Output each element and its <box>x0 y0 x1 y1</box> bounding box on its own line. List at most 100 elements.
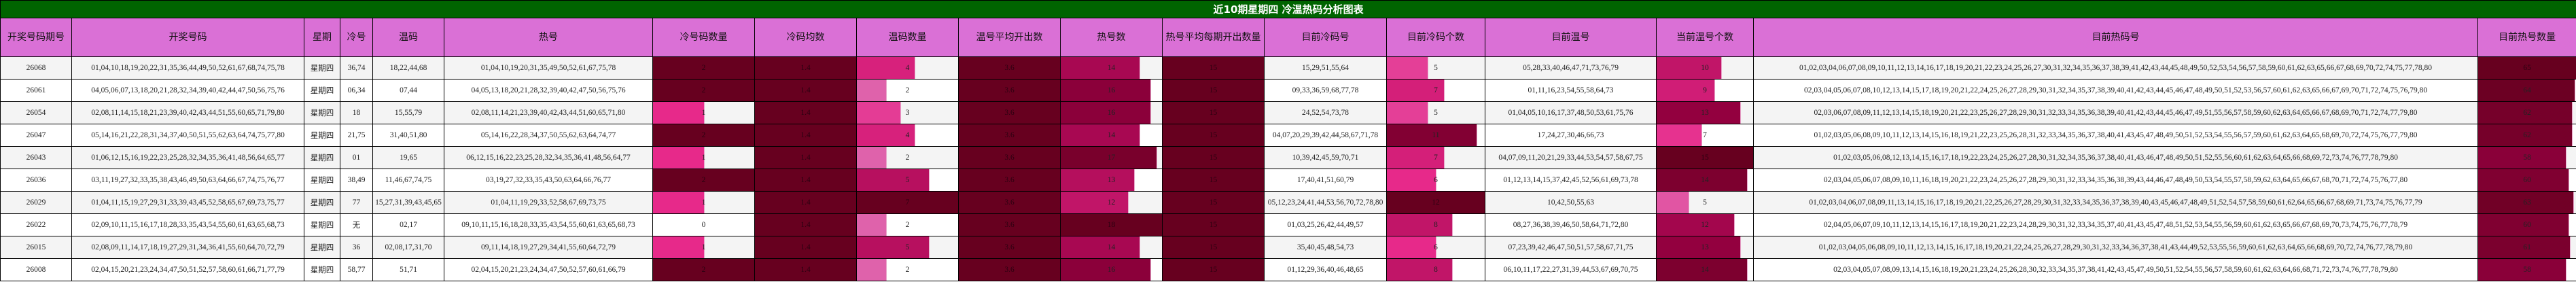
cell-cold: 36,74 <box>340 56 373 80</box>
cell-warm-count: 2 <box>856 79 959 102</box>
bar-value: 8 <box>1434 221 1438 229</box>
cell-cold: 58,77 <box>340 258 373 281</box>
data-bar <box>1657 169 1748 191</box>
cell-cold: 21,75 <box>340 124 373 147</box>
cell-issue: 26047 <box>0 124 72 147</box>
data-bar <box>1387 259 1453 281</box>
bar-value: 6 <box>1434 243 1438 251</box>
header-hot-avg: 热号平均每期开出数量 <box>1162 18 1265 57</box>
cell-cold-avg: 1.4 <box>754 56 857 80</box>
cell-cur-cold: 09,33,36,59,68,77,78 <box>1264 79 1387 102</box>
data-bar <box>857 124 916 146</box>
cell-cur-cold-count: 5 <box>1386 56 1485 80</box>
bar-value: 18 <box>1107 221 1116 229</box>
cell-cur-cold: 05,12,23,24,41,44,53,56,70,72,78,80 <box>1264 191 1387 214</box>
data-bar <box>653 147 705 169</box>
bar-value: 5 <box>905 243 910 251</box>
header-warm-avg: 温号平均开出数 <box>958 18 1061 57</box>
cell-hot: 02,08,11,14,21,23,39,40,42,43,44,51,60,6… <box>444 101 653 124</box>
data-bar <box>857 147 887 169</box>
header-numbers: 开奖号码 <box>71 18 304 57</box>
bar-value: 1 <box>701 109 706 117</box>
bar-value: 2 <box>701 266 706 274</box>
table-row: 26022 02,09,10,11,15,16,17,18,28,33,35,43… <box>0 213 2576 236</box>
data-bar <box>857 236 930 258</box>
cell-hot: 09,11,14,18,19,27,29,34,41,55,60,64,72,7… <box>444 236 653 259</box>
cell-cur-warm: 05,28,33,40,46,47,71,73,76,79 <box>1485 56 1657 80</box>
header-current-cold-count: 目前冷码个数 <box>1386 18 1485 57</box>
cell-cold-count: 2 <box>652 258 755 281</box>
cell-cur-hot: 02,03,04,05,07,08,09,13,14,15,16,18,19,2… <box>1753 258 2478 281</box>
data-bar <box>1061 169 1135 191</box>
cell-warm-count: 5 <box>856 236 959 259</box>
data-bar <box>1657 192 1690 213</box>
header-hot-count: 热号数 <box>1060 18 1163 57</box>
cell-hot: 01,04,11,19,29,33,52,58,67,69,73,75 <box>444 191 653 214</box>
cell-cold: 18 <box>340 101 373 124</box>
cell-warm: 51,71 <box>372 258 444 281</box>
cell-warm-avg: 3.6 <box>958 124 1061 147</box>
bar-value: 13 <box>1107 176 1116 184</box>
bar-value: 5 <box>905 176 910 184</box>
bar-value: 2 <box>905 221 910 229</box>
bar-value: 65 <box>2523 64 2531 72</box>
cell-numbers: 01,04,10,18,19,20,22,31,35,36,44,49,50,5… <box>71 56 304 80</box>
cell-issue: 26015 <box>0 236 72 259</box>
cell-hot: 01,04,10,19,20,31,35,49,50,52,61,67,75,7… <box>444 56 653 80</box>
cell-hot-count: 16 <box>1060 101 1163 124</box>
table-body: 26068 01,04,10,18,19,20,22,31,35,36,44,49… <box>0 56 2576 281</box>
cell-warm-avg: 3.6 <box>958 169 1061 192</box>
cell-numbers: 05,14,16,21,22,28,31,34,37,40,50,51,55,6… <box>71 124 304 147</box>
header-current-hot-count: 目前热号数量 <box>2477 18 2576 57</box>
cell-hot-count: 16 <box>1060 258 1163 281</box>
bar-value: 3 <box>905 109 910 117</box>
cell-weekday: 星期四 <box>304 191 340 214</box>
cell-hot-avg: 15 <box>1162 101 1265 124</box>
cell-cold: 36 <box>340 236 373 259</box>
bar-value: 12 <box>1701 221 1709 229</box>
cell-issue: 26054 <box>0 101 72 124</box>
cell-warm-avg: 3.6 <box>958 146 1061 169</box>
cell-cur-warm: 01,11,16,23,54,55,58,64,73 <box>1485 79 1657 102</box>
bar-value: 16 <box>1107 86 1116 94</box>
cell-warm: 11,46,67,74,75 <box>372 169 444 192</box>
bar-value: 2 <box>905 154 910 162</box>
data-bar <box>2478 147 2566 169</box>
cell-numbers: 03,11,19,27,32,33,35,38,43,46,49,50,63,6… <box>71 169 304 192</box>
header-cold-avg: 冷码均数 <box>754 18 857 57</box>
table-row: 26036 03,11,19,27,32,33,35,38,43,46,49,50… <box>0 169 2576 192</box>
data-bar <box>1061 80 1152 101</box>
cell-cur-cold: 01,12,29,36,40,46,48,65 <box>1264 258 1387 281</box>
cell-hot-count: 14 <box>1060 236 1163 259</box>
cell-cur-cold-count: 8 <box>1386 258 1485 281</box>
bar-value: 10 <box>1701 64 1709 72</box>
cell-cold: 38,49 <box>340 169 373 192</box>
bar-value: 4 <box>905 64 910 72</box>
data-bar <box>2478 259 2566 281</box>
table-row: 26043 01,06,12,15,16,19,22,23,25,28,32,34… <box>0 146 2576 169</box>
data-bar <box>2478 102 2573 124</box>
table-row: 26061 04,05,06,07,13,18,20,21,28,32,34,39… <box>0 79 2576 102</box>
bar-value: 62 <box>2523 131 2531 139</box>
cell-cold-avg: 1.4 <box>754 101 857 124</box>
data-bar <box>1657 57 1722 79</box>
cell-hot-count: 14 <box>1060 56 1163 80</box>
cell-issue: 26068 <box>0 56 72 80</box>
bar-value: 5 <box>1703 198 1707 207</box>
data-bar <box>1387 147 1445 169</box>
cell-warm-count: 2 <box>856 213 959 236</box>
header-issue: 开奖号码期号 <box>0 18 72 57</box>
cell-cold: 无 <box>340 213 373 236</box>
bar-value: 63 <box>2523 198 2531 207</box>
bar-value: 14 <box>1701 266 1709 274</box>
bar-value: 4 <box>905 131 910 139</box>
cell-issue: 26022 <box>0 213 72 236</box>
cell-warm-avg: 3.6 <box>958 236 1061 259</box>
cell-cur-warm-count: 15 <box>1656 146 1754 169</box>
cell-cur-cold-count: 8 <box>1386 213 1485 236</box>
cell-warm: 02,17 <box>372 213 444 236</box>
cell-hot-avg: 15 <box>1162 124 1265 147</box>
cell-warm-avg: 3.6 <box>958 56 1061 80</box>
cell-cur-warm: 10,42,50,55,63 <box>1485 191 1657 214</box>
cell-cur-cold-count: 7 <box>1386 79 1485 102</box>
